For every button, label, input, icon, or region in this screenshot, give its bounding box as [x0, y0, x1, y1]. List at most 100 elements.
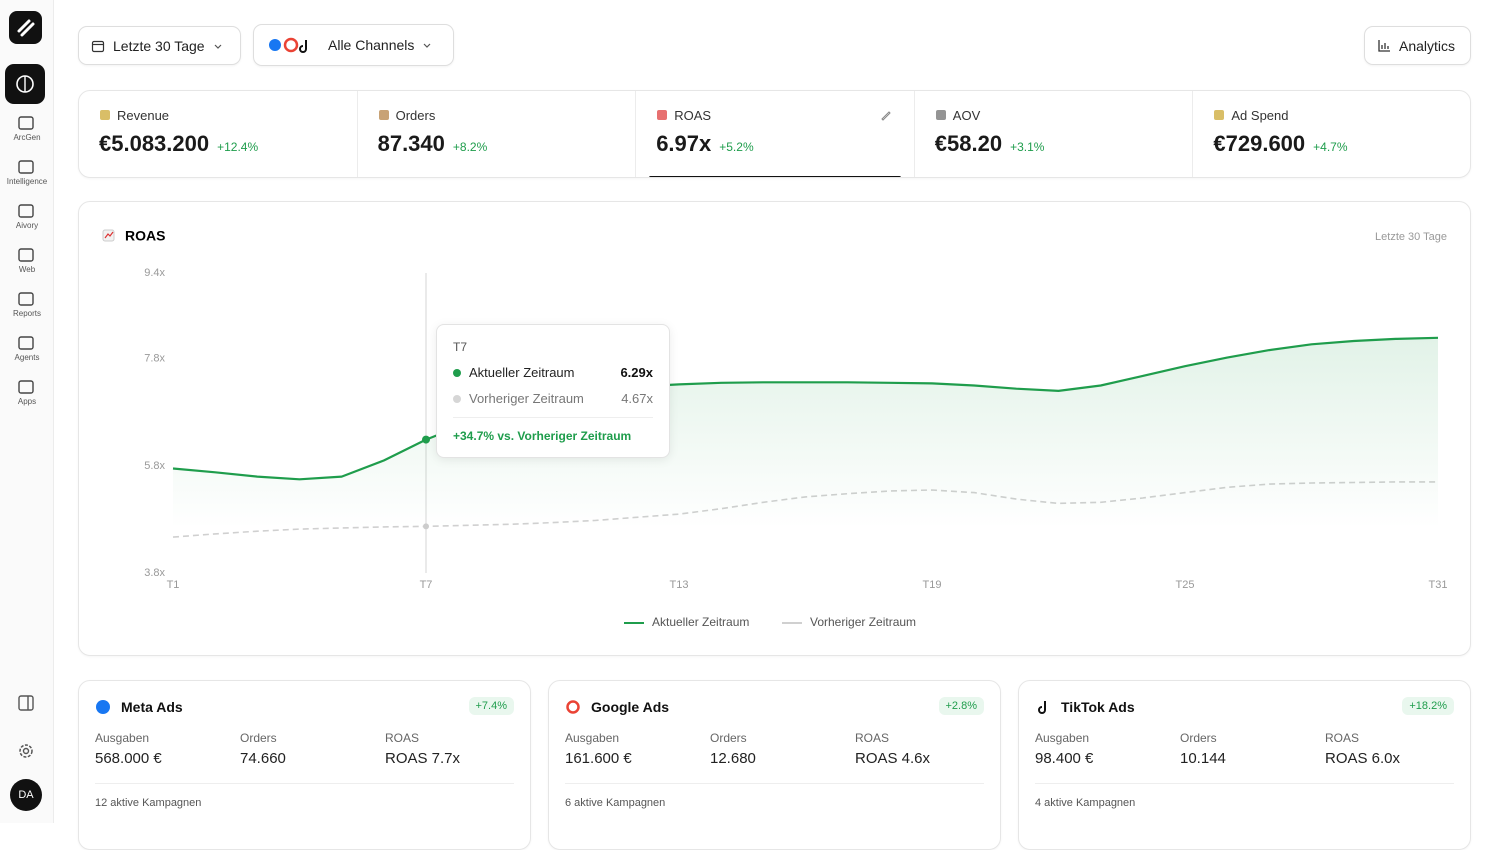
- kpi-value: 87.340: [377, 131, 445, 156]
- date-range-button[interactable]: Letzte 30 Tage: [78, 26, 241, 65]
- edit-icon-shape: [881, 111, 891, 121]
- kpi[interactable]: Ad Spend €729.600 +4.7%: [1193, 91, 1470, 177]
- tooltip-value: 4.67x: [621, 391, 653, 406]
- kpi-icon: [378, 110, 389, 120]
- metric-label: Ausgaben: [95, 731, 150, 745]
- nav-label[interactable]: Reports: [12, 309, 41, 318]
- y-tick-label: 9.4x: [144, 267, 165, 279]
- kpi-row: €729.600 +4.7%: [1213, 131, 1347, 157]
- calendar-icon: [91, 40, 105, 52]
- channel-change: +2.8%: [938, 697, 984, 715]
- nav-label[interactable]: Apps: [17, 397, 37, 406]
- metric-value: 74.660: [240, 750, 286, 767]
- kpi-icon: [657, 110, 668, 120]
- kpi-strip: Revenue €5.083.200 +12.4% Orders 87.340 +8.2%…: [78, 90, 1471, 178]
- channels-label: Alle Channels: [328, 37, 415, 53]
- nav-active[interactable]: [5, 64, 45, 104]
- kpi-active-underline: [649, 176, 901, 177]
- analytics-button[interactable]: Analytics: [1364, 26, 1471, 65]
- nav-label[interactable]: Aivory: [15, 221, 39, 230]
- nav-icon: [18, 248, 34, 262]
- kpi-row: €58.20 +3.1%: [935, 131, 1045, 157]
- x-tick-label: T19: [923, 579, 942, 591]
- kpi-change: +12.4%: [217, 140, 259, 154]
- sidebar: ArcGen Intelligence Aivory Web Reports Agents…: [0, 0, 54, 823]
- settings-icon[interactable]: [17, 742, 35, 760]
- date-range-label: Letzte 30 Tage: [113, 37, 205, 54]
- channel-name: Google Ads: [591, 699, 670, 715]
- kpi-change: +8.2%: [452, 140, 488, 154]
- logo[interactable]: [9, 11, 42, 44]
- kpi-row: 87.340 +8.2%: [378, 131, 488, 157]
- channel-divider: [95, 783, 514, 784]
- channel-icon: [1038, 701, 1046, 714]
- nav-icon-shape: [18, 292, 34, 306]
- nav-icon-shape: [18, 116, 34, 130]
- nav-icon-shape: [18, 336, 34, 350]
- metric-label: Ausgaben: [565, 731, 620, 745]
- legend-label: Aktueller Zeitraum: [652, 615, 749, 629]
- logo-mark: [17, 19, 35, 37]
- channel-divider: [565, 783, 984, 784]
- metric-label: ROAS: [1325, 731, 1360, 745]
- x-tick-label: T13: [670, 579, 689, 591]
- nav-icon-shape: [18, 380, 34, 394]
- metric-label: ROAS: [855, 731, 890, 745]
- area: [173, 337, 1438, 528]
- nav-label[interactable]: Intelligence: [6, 177, 48, 186]
- kpi[interactable]: ROAS 6.97x +5.2%: [636, 91, 915, 177]
- metric-value: 12.680: [710, 750, 756, 767]
- nav-label[interactable]: ArcGen: [13, 133, 41, 142]
- kpi-change: +3.1%: [1010, 140, 1045, 154]
- tooltip: T7 Aktueller Zeitraum 6.29x Vorheriger Zeit…: [436, 324, 670, 458]
- kpi[interactable]: AOV €58.20 +3.1%: [915, 91, 1194, 177]
- tooltip-comparison: +34.7% vs. Vorheriger Zeitraum: [453, 429, 632, 443]
- metric-label: Orders: [1180, 731, 1217, 745]
- chart-title: ROAS: [125, 228, 165, 244]
- kpi-icon-shape: [100, 110, 110, 120]
- metric-label: Orders: [710, 731, 747, 745]
- nav-label[interactable]: Web: [18, 265, 36, 274]
- metric-value: 10.144: [1180, 750, 1226, 767]
- x-tick-label: T7: [420, 579, 433, 591]
- edit-icon: [881, 111, 891, 121]
- x-tick-label: T1: [167, 579, 180, 591]
- channel-name: TikTok Ads: [1061, 699, 1135, 715]
- kpi[interactable]: Revenue €5.083.200 +12.4%: [79, 91, 358, 177]
- kpi-row: €5.083.200 +12.4%: [99, 131, 258, 157]
- tooltip-divider: [453, 417, 653, 418]
- nav-icon: [18, 116, 34, 130]
- nav-label[interactable]: Agents: [14, 353, 40, 362]
- y-tick-label: 5.8x: [144, 460, 165, 472]
- channel-icons: [269, 37, 307, 53]
- series-line: [172, 336, 1439, 481]
- nav-icon-shape: [18, 204, 34, 218]
- kpi[interactable]: Orders 87.340 +8.2%: [358, 91, 637, 177]
- tooltip-value: 6.29x: [620, 365, 653, 380]
- nav-icon: [18, 380, 34, 394]
- channel-name: Meta Ads: [121, 699, 183, 715]
- avatar[interactable]: DA: [10, 779, 42, 811]
- metric-value: 98.400 €: [1035, 750, 1094, 767]
- channel-button[interactable]: Alle Channels: [253, 24, 454, 66]
- kpi-icon-shape: [1214, 110, 1225, 120]
- metric-value: 568.000 €: [95, 750, 162, 767]
- x-tick-label: T31: [1429, 579, 1448, 591]
- kpi-value: 6.97x: [656, 131, 712, 156]
- y-tick-label: 3.8x: [144, 567, 165, 579]
- tooltip-series: Aktueller Zeitraum: [469, 365, 575, 380]
- tooltip-dot: [453, 395, 461, 403]
- channel-card[interactable]: TikTok Ads +18.2% Ausgaben 98.400 € Orders 10…: [1018, 680, 1471, 850]
- nav-icon: [18, 336, 34, 350]
- nav-icon: [18, 204, 34, 218]
- channel-card[interactable]: Google Ads +2.8% Ausgaben 161.600 € Orders 12…: [548, 680, 1001, 850]
- chart-card: ROAS Letzte 30 Tage 3.8x 5.8x 7.8x 9.4x T1 T7…: [78, 201, 1471, 656]
- metric-label: Ausgaben: [1035, 731, 1090, 745]
- channel-divider: [1035, 783, 1454, 784]
- channel-card[interactable]: Meta Ads +7.4% Ausgaben 568.000 € Orders 74.6…: [78, 680, 531, 850]
- kpi-label: Orders: [395, 108, 436, 123]
- kpi-icon: [935, 110, 946, 120]
- kpi-label: Revenue: [117, 108, 170, 123]
- kpi-row: 6.97x +5.2%: [656, 131, 753, 157]
- collapse-icon[interactable]: [17, 694, 35, 712]
